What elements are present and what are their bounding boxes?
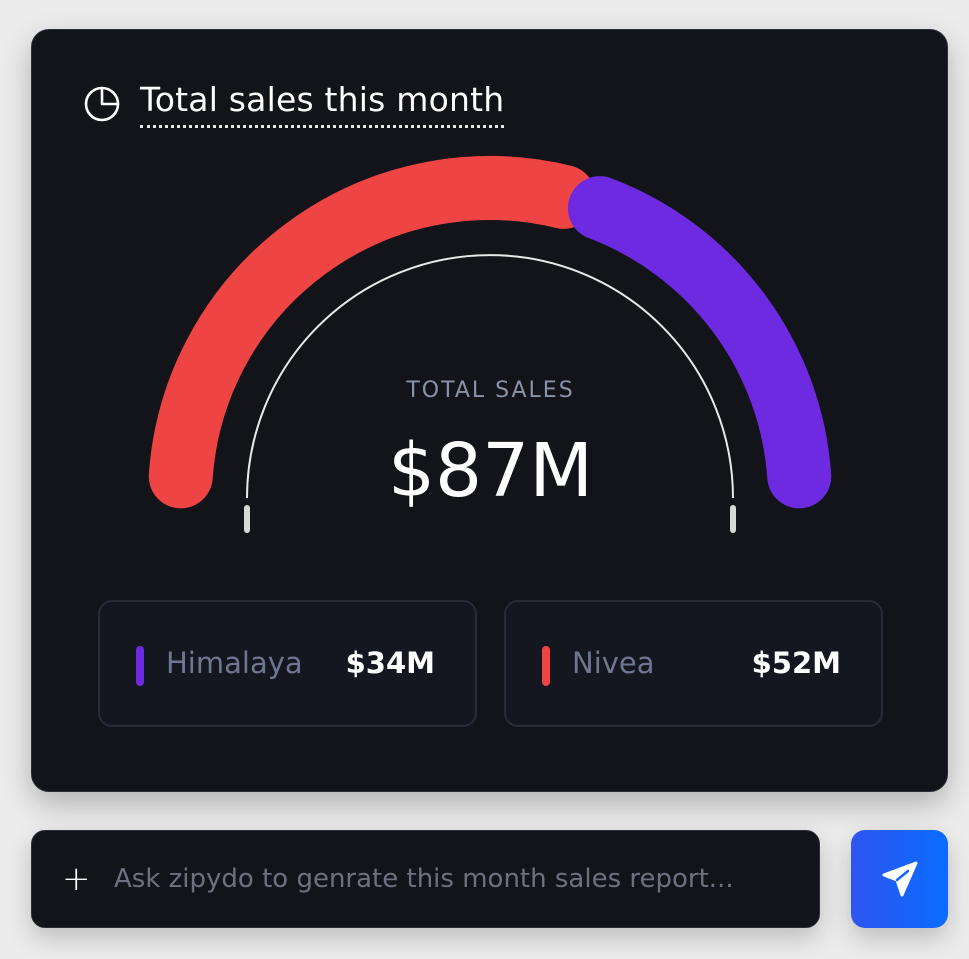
legend-item-nivea: Nivea $52M [504,600,883,727]
card-title[interactable]: Total sales this month [140,80,505,128]
send-icon [882,861,917,897]
legend-value: $34M [345,646,435,680]
gauge-inner-track [246,254,734,499]
legend-name: Himalaya [166,646,303,680]
gauge-segment-himalaya [567,176,832,509]
legend-value: $52M [751,646,841,680]
legend-color-bar [542,646,550,686]
total-sales-label: TOTAL SALES [406,378,575,403]
gauge-segment-nivea [148,156,596,509]
sales-card: Total sales this month TOTAL SALES $87M … [31,29,948,792]
plus-icon[interactable]: + [62,859,91,899]
legend-color-bar [136,646,144,686]
legend-name: Nivea [572,646,655,680]
send-button[interactable] [851,830,948,928]
pie-chart-icon [84,86,120,122]
prompt-placeholder: Ask zipydo to genrate this month sales r… [114,864,734,894]
sales-gauge [148,156,832,533]
total-sales-value: $87M [387,428,594,514]
card-header: Total sales this month [82,80,505,128]
prompt-input[interactable]: + Ask zipydo to genrate this month sales… [31,830,820,928]
legend-item-himalaya: Himalaya $34M [98,600,477,727]
